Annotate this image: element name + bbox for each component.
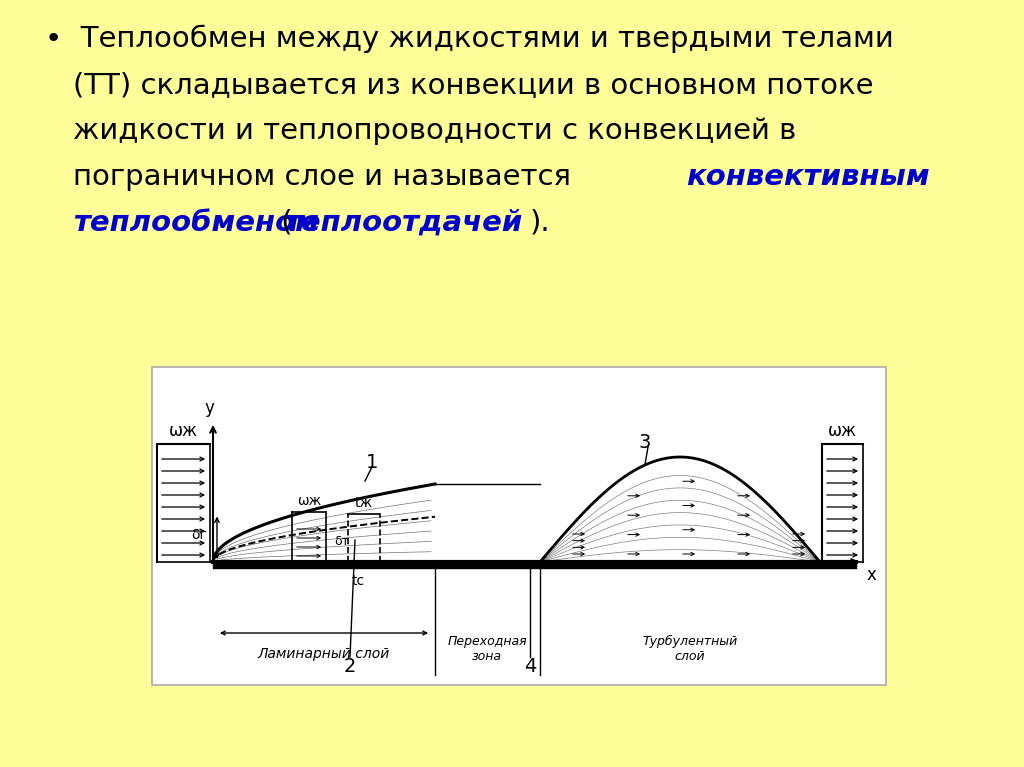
Text: теплообменом: теплообменом: [73, 209, 318, 237]
Text: tж: tж: [355, 496, 373, 510]
Text: ωж: ωж: [297, 494, 322, 508]
Polygon shape: [540, 457, 820, 562]
Text: x: x: [867, 566, 877, 584]
Text: •  Теплообмен между жидкостями и твердыми телами: • Теплообмен между жидкостями и твердыми…: [45, 25, 894, 54]
Text: слой: слой: [675, 650, 706, 663]
Text: Переходная: Переходная: [447, 635, 526, 648]
Text: Ламинарный слой: Ламинарный слой: [258, 647, 390, 661]
Text: δг: δг: [191, 528, 207, 542]
Text: ωж: ωж: [827, 422, 856, 440]
Text: y: y: [204, 399, 214, 417]
Text: 2: 2: [344, 657, 356, 676]
Text: ).: ).: [530, 209, 551, 237]
Text: теплоотдачей: теплоотдачей: [284, 209, 522, 237]
Text: (: (: [272, 209, 293, 237]
Text: 1: 1: [366, 453, 378, 472]
Text: δт: δт: [334, 535, 349, 548]
Text: жидкости и теплопроводности с конвекцией в: жидкости и теплопроводности с конвекцией…: [73, 117, 797, 145]
Text: ωж: ωж: [169, 422, 198, 440]
Text: tс: tс: [351, 574, 365, 588]
Text: конвективным: конвективным: [686, 163, 930, 191]
Text: зона: зона: [472, 650, 502, 663]
Text: пограничном слое и называется: пограничном слое и называется: [73, 163, 590, 191]
Text: (ТТ) складывается из конвекции в основном потоке: (ТТ) складывается из конвекции в основно…: [73, 71, 873, 99]
Text: 4: 4: [524, 657, 537, 676]
Bar: [152, 367, 886, 685]
Text: Турбулентный: Турбулентный: [642, 635, 737, 648]
Text: 3: 3: [639, 433, 651, 452]
